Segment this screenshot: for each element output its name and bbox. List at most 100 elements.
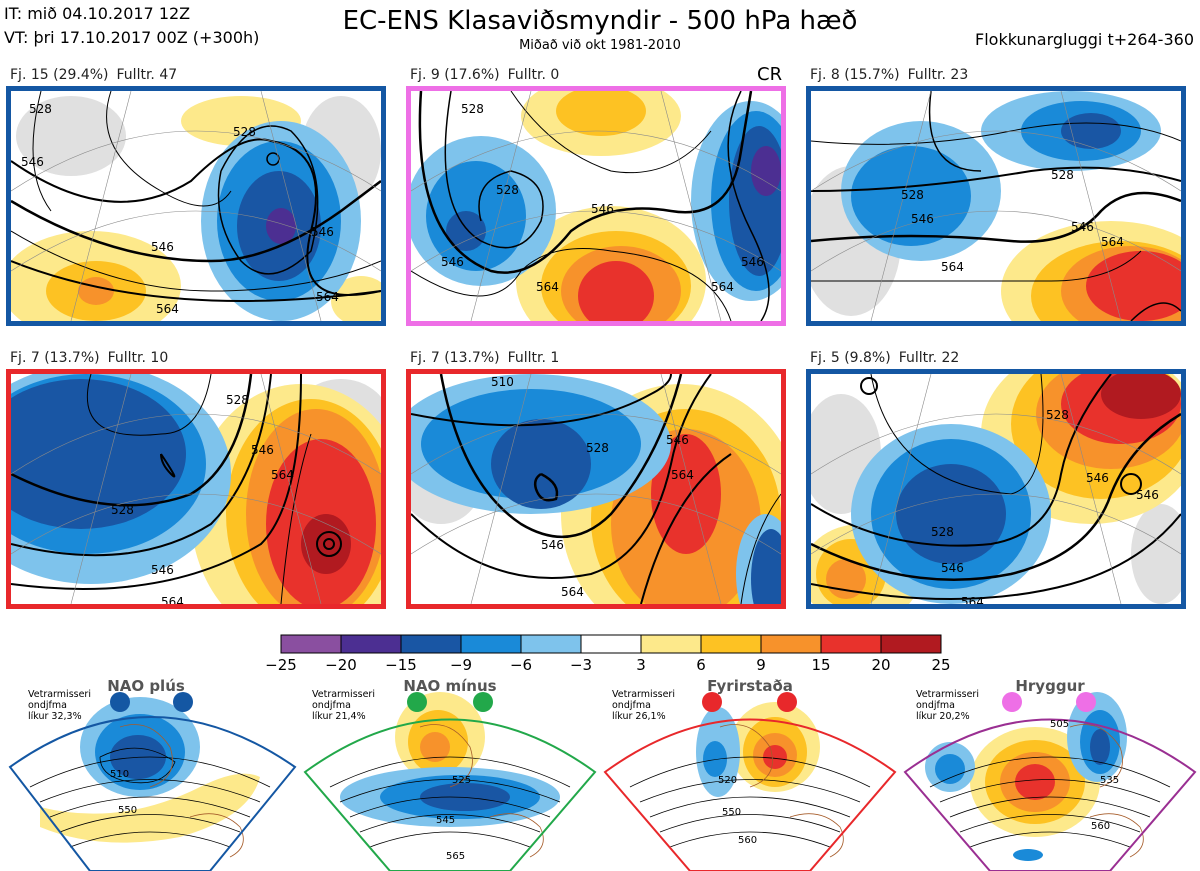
page-title: EC-ENS Klasaviðsmyndir - 500 hPa hæð: [342, 6, 858, 36]
regime-name: NAO mínus: [403, 677, 497, 695]
panel-label-1: Fj. 15 (29.4%) Fulltr. 47: [10, 67, 178, 83]
regime-contour-label: 560: [738, 835, 757, 846]
regime-contour-label: 565: [446, 851, 465, 862]
colorbar: [280, 634, 942, 658]
regime-blocking: 520 550 560 Fyrirstaða Vetrarmisseri ondj…: [600, 677, 900, 871]
colorbar-tick-label: 15: [811, 656, 831, 674]
colorbar-swatch: [460, 634, 522, 654]
regime-note: Vetrarmisseri ondjfma líkur 21,4%: [312, 689, 375, 722]
contour-label: 546: [151, 563, 174, 577]
contour-label: 528: [931, 525, 954, 539]
colorbar-swatch: [580, 634, 642, 654]
contour-label: 546: [311, 225, 334, 239]
colorbar-tick-label: 25: [931, 656, 951, 674]
cluster-map-1: 528 546 528 546 546 564 564: [6, 86, 386, 326]
contour-label: 546: [911, 212, 934, 226]
colorbar-swatch: [880, 634, 942, 654]
contour-label: 546: [591, 202, 614, 216]
contour-label: 564: [941, 260, 964, 274]
contour-label: 528: [111, 503, 134, 517]
contour-label: 546: [1086, 471, 1109, 485]
cluster-map-3: 528 546 528 546 564 564: [806, 86, 1186, 326]
cluster-map-5: 510 528 546 546 564 564: [406, 369, 786, 609]
contour-label: 564: [671, 468, 694, 482]
initial-time: IT: mið 04.10.2017 12Z: [4, 4, 191, 23]
colorbar-swatch: [520, 634, 582, 654]
panel-label-4: Fj. 7 (13.7%) Fulltr. 10: [10, 350, 169, 366]
regime-note: Vetrarmisseri ondjfma líkur 32,3%: [28, 689, 91, 722]
colorbar-tick-label: 6: [696, 656, 706, 674]
contour-label: 564: [271, 468, 294, 482]
contour-label: 546: [21, 155, 44, 169]
contour-label: 546: [251, 443, 274, 457]
contour-label: 528: [901, 188, 924, 202]
colorbar-swatch: [820, 634, 882, 654]
contour-label: 564: [156, 302, 179, 316]
colorbar-tick-label: −20: [325, 656, 357, 674]
regime-contour-label: 505: [1050, 719, 1069, 730]
colorbar-swatch: [760, 634, 822, 654]
contour-label: 546: [666, 433, 689, 447]
cluster-map-6: 528 528 546 546 546 564: [806, 369, 1186, 609]
panel-label-5: Fj. 7 (13.7%) Fulltr. 1: [410, 350, 560, 366]
contour-label: 546: [941, 561, 964, 575]
contour-label: 528: [1046, 408, 1069, 422]
colorbar-tick-label: 9: [756, 656, 766, 674]
regime-contour-label: 525: [452, 775, 471, 786]
contour-label: 528: [496, 183, 519, 197]
contour-label: 564: [711, 280, 734, 294]
regime-contour-label: 560: [1091, 821, 1110, 832]
contour-label: 546: [741, 255, 764, 269]
colorbar-swatch: [700, 634, 762, 654]
regime-contour-label: 550: [722, 807, 741, 818]
colorbar-tick-label: 3: [636, 656, 646, 674]
classification-window: Flokkunargluggi t+264-360: [975, 30, 1194, 49]
colorbar-tick-label: −3: [569, 656, 593, 674]
contour-label: 546: [1071, 220, 1094, 234]
regime-contour-label: 545: [436, 815, 455, 826]
colorbar-tick-label: −25: [265, 656, 297, 674]
colorbar-tick-label: −6: [509, 656, 533, 674]
regime-note: Vetrarmisseri ondjfma líkur 20,2%: [916, 689, 979, 722]
contour-label: 546: [1136, 488, 1159, 502]
contour-label: 564: [1101, 235, 1124, 249]
contour-label: 564: [316, 290, 339, 304]
colorbar-swatch: [280, 634, 342, 654]
contour-label: 528: [1051, 168, 1074, 182]
contour-label: 528: [233, 125, 256, 139]
regime-ridge: 505 535 560 Hryggur Vetrarmisseri ondjfma…: [900, 677, 1200, 871]
contour-label: 528: [586, 441, 609, 455]
panel-label-2: Fj. 9 (17.6%) Fulltr. 0: [410, 67, 560, 83]
cluster-map-2: 528 528 546 546 546 564 564: [406, 86, 786, 326]
colorbar-swatch: [340, 634, 402, 654]
contour-label: 528: [226, 393, 249, 407]
regime-note: Vetrarmisseri ondjfma líkur 26,1%: [612, 689, 675, 722]
colorbar-swatch: [400, 634, 462, 654]
contour-label: 528: [461, 102, 484, 116]
regime-contour-label: 535: [1100, 775, 1119, 786]
regime-contour-label: 550: [118, 805, 137, 816]
valid-time: VT: þri 17.10.2017 00Z (+300h): [4, 28, 260, 47]
page-subtitle: Miðað við okt 1981-2010: [519, 38, 681, 53]
contour-label: 564: [161, 595, 184, 604]
regime-contour-label: 510: [110, 769, 129, 780]
cr-label: CR: [757, 64, 783, 85]
contour-label: 546: [541, 538, 564, 552]
regime-nao-plus: 510 550 NAO plús Vetrarmisseri ondjfma lík…: [0, 677, 300, 871]
cluster-map-4: 528 528 546 546 564 564: [6, 369, 386, 609]
contour-label: 564: [561, 585, 584, 599]
regime-name: Fyrirstaða: [707, 677, 793, 695]
colorbar-swatch: [640, 634, 702, 654]
contour-label: 564: [536, 280, 559, 294]
regime-name: Hryggur: [1015, 677, 1085, 695]
contour-label: 528: [29, 102, 52, 116]
panel-label-3: Fj. 8 (15.7%) Fulltr. 23: [810, 67, 969, 83]
colorbar-tick-label: 20: [871, 656, 891, 674]
colorbar-tick-label: −15: [385, 656, 417, 674]
contour-label: 564: [961, 595, 984, 604]
contour-label: 546: [441, 255, 464, 269]
regime-contour-label: 520: [718, 775, 737, 786]
panel-label-6: Fj. 5 (9.8%) Fulltr. 22: [810, 350, 960, 366]
regime-nao-minus: 525 545 565 NAO mínus Vetrarmisseri ondjf…: [300, 677, 600, 871]
regime-name: NAO plús: [107, 677, 185, 695]
